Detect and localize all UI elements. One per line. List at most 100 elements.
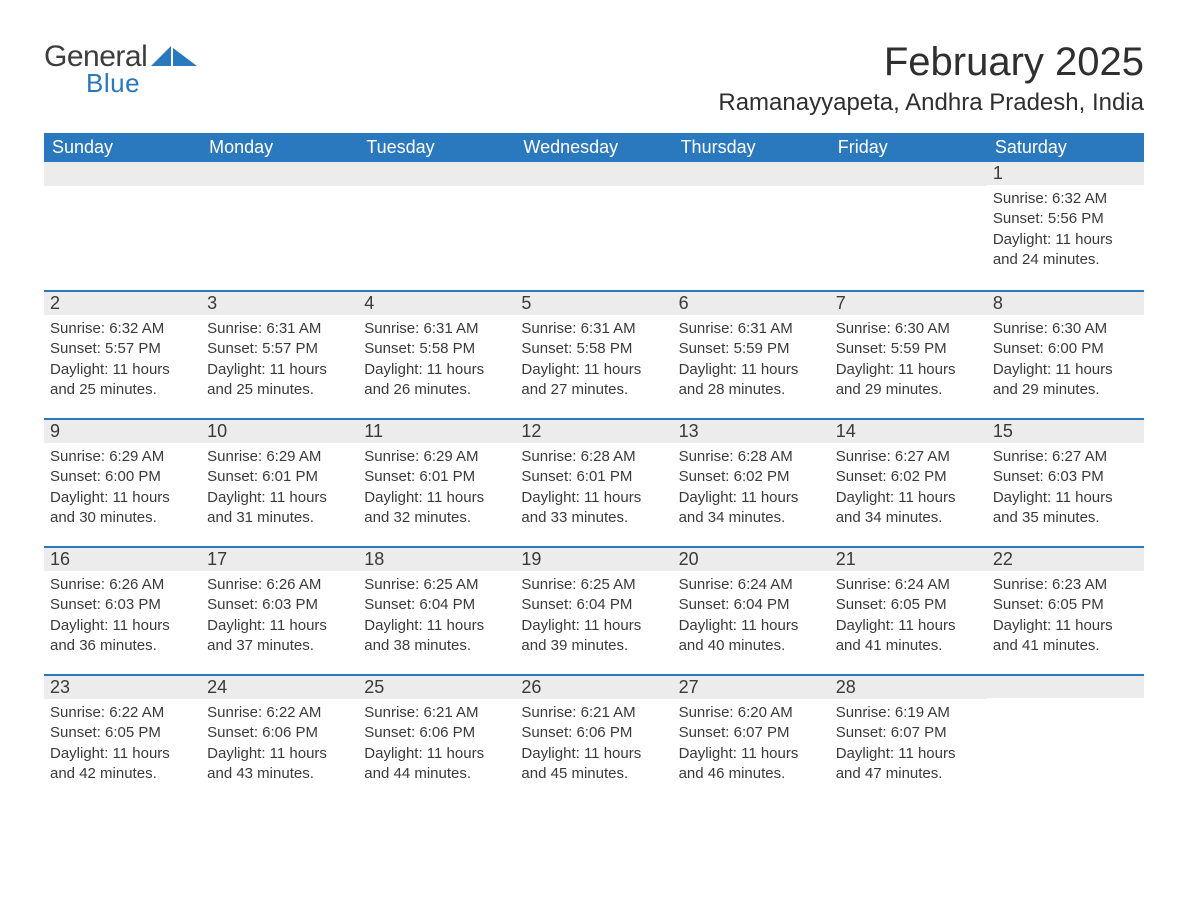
day-daylight2: and 46 minutes. <box>679 764 824 784</box>
day-body: Sunrise: 6:23 AMSunset: 6:05 PMDaylight:… <box>987 571 1144 664</box>
day-daylight1: Daylight: 11 hours <box>993 616 1138 636</box>
calendar-cell: 3Sunrise: 6:31 AMSunset: 5:57 PMDaylight… <box>201 290 358 418</box>
calendar-cell: 13Sunrise: 6:28 AMSunset: 6:02 PMDayligh… <box>673 418 830 546</box>
day-daylight2: and 34 minutes. <box>679 508 824 528</box>
day-daylight1: Daylight: 11 hours <box>836 616 981 636</box>
day-number: 16 <box>44 546 201 571</box>
day-number: 23 <box>44 674 201 699</box>
day-daylight2: and 41 minutes. <box>836 636 981 656</box>
calendar-cell <box>515 162 672 290</box>
calendar-cell: 27Sunrise: 6:20 AMSunset: 6:07 PMDayligh… <box>673 674 830 802</box>
day-sunrise: Sunrise: 6:19 AM <box>836 703 981 723</box>
day-number: 19 <box>515 546 672 571</box>
day-sunset: Sunset: 6:06 PM <box>521 723 666 743</box>
day-sunrise: Sunrise: 6:23 AM <box>993 575 1138 595</box>
day-sunrise: Sunrise: 6:27 AM <box>993 447 1138 467</box>
day-sunset: Sunset: 6:06 PM <box>364 723 509 743</box>
day-sunrise: Sunrise: 6:28 AM <box>521 447 666 467</box>
calendar-cell: 2Sunrise: 6:32 AMSunset: 5:57 PMDaylight… <box>44 290 201 418</box>
day-daylight1: Daylight: 11 hours <box>50 360 195 380</box>
day-body: Sunrise: 6:26 AMSunset: 6:03 PMDaylight:… <box>201 571 358 664</box>
day-body: Sunrise: 6:24 AMSunset: 6:05 PMDaylight:… <box>830 571 987 664</box>
calendar-cell <box>358 162 515 290</box>
day-sunrise: Sunrise: 6:20 AM <box>679 703 824 723</box>
calendar-cell: 19Sunrise: 6:25 AMSunset: 6:04 PMDayligh… <box>515 546 672 674</box>
weekday-wednesday: Wednesday <box>515 133 672 162</box>
day-number: 13 <box>673 418 830 443</box>
day-sunset: Sunset: 6:04 PM <box>364 595 509 615</box>
day-sunset: Sunset: 6:01 PM <box>521 467 666 487</box>
month-title: February 2025 <box>718 40 1144 85</box>
day-sunset: Sunset: 6:03 PM <box>993 467 1138 487</box>
day-sunrise: Sunrise: 6:21 AM <box>364 703 509 723</box>
day-daylight2: and 25 minutes. <box>207 380 352 400</box>
day-body: Sunrise: 6:28 AMSunset: 6:02 PMDaylight:… <box>673 443 830 536</box>
day-daylight1: Daylight: 11 hours <box>50 616 195 636</box>
empty-day-strip <box>830 162 987 186</box>
day-body: Sunrise: 6:30 AMSunset: 5:59 PMDaylight:… <box>830 315 987 408</box>
day-body: Sunrise: 6:29 AMSunset: 6:01 PMDaylight:… <box>201 443 358 536</box>
day-daylight1: Daylight: 11 hours <box>364 744 509 764</box>
day-daylight2: and 41 minutes. <box>993 636 1138 656</box>
day-sunrise: Sunrise: 6:31 AM <box>679 319 824 339</box>
day-sunrise: Sunrise: 6:29 AM <box>364 447 509 467</box>
day-body: Sunrise: 6:32 AMSunset: 5:56 PMDaylight:… <box>987 185 1144 278</box>
calendar-cell: 9Sunrise: 6:29 AMSunset: 6:00 PMDaylight… <box>44 418 201 546</box>
calendar-week-row: 23Sunrise: 6:22 AMSunset: 6:05 PMDayligh… <box>44 674 1144 802</box>
day-daylight2: and 44 minutes. <box>364 764 509 784</box>
calendar-cell: 17Sunrise: 6:26 AMSunset: 6:03 PMDayligh… <box>201 546 358 674</box>
logo-blue: Blue <box>86 68 147 99</box>
calendar-cell: 12Sunrise: 6:28 AMSunset: 6:01 PMDayligh… <box>515 418 672 546</box>
day-number: 17 <box>201 546 358 571</box>
header: General Blue February 2025 Ramanayyapeta… <box>44 40 1144 127</box>
day-daylight2: and 32 minutes. <box>364 508 509 528</box>
location-title: Ramanayyapeta, Andhra Pradesh, India <box>718 89 1144 117</box>
weekday-sunday: Sunday <box>44 133 201 162</box>
day-daylight1: Daylight: 11 hours <box>364 360 509 380</box>
day-sunset: Sunset: 6:05 PM <box>993 595 1138 615</box>
day-body: Sunrise: 6:31 AMSunset: 5:59 PMDaylight:… <box>673 315 830 408</box>
day-number: 11 <box>358 418 515 443</box>
weekday-tuesday: Tuesday <box>358 133 515 162</box>
day-number: 7 <box>830 290 987 315</box>
calendar-cell: 20Sunrise: 6:24 AMSunset: 6:04 PMDayligh… <box>673 546 830 674</box>
day-daylight1: Daylight: 11 hours <box>521 616 666 636</box>
day-number: 6 <box>673 290 830 315</box>
day-daylight2: and 45 minutes. <box>521 764 666 784</box>
day-body: Sunrise: 6:29 AMSunset: 6:01 PMDaylight:… <box>358 443 515 536</box>
day-sunset: Sunset: 6:07 PM <box>679 723 824 743</box>
day-number: 25 <box>358 674 515 699</box>
day-body: Sunrise: 6:32 AMSunset: 5:57 PMDaylight:… <box>44 315 201 408</box>
day-sunset: Sunset: 6:02 PM <box>679 467 824 487</box>
day-daylight2: and 29 minutes. <box>993 380 1138 400</box>
day-number: 1 <box>987 162 1144 185</box>
calendar-cell: 23Sunrise: 6:22 AMSunset: 6:05 PMDayligh… <box>44 674 201 802</box>
calendar-cell: 5Sunrise: 6:31 AMSunset: 5:58 PMDaylight… <box>515 290 672 418</box>
day-daylight2: and 35 minutes. <box>993 508 1138 528</box>
calendar-cell <box>201 162 358 290</box>
calendar-week-row: 2Sunrise: 6:32 AMSunset: 5:57 PMDaylight… <box>44 290 1144 418</box>
day-sunrise: Sunrise: 6:29 AM <box>207 447 352 467</box>
calendar-week-row: 1Sunrise: 6:32 AMSunset: 5:56 PMDaylight… <box>44 162 1144 290</box>
day-daylight1: Daylight: 11 hours <box>993 488 1138 508</box>
day-number: 3 <box>201 290 358 315</box>
day-sunrise: Sunrise: 6:27 AM <box>836 447 981 467</box>
day-body: Sunrise: 6:27 AMSunset: 6:03 PMDaylight:… <box>987 443 1144 536</box>
empty-day-strip <box>201 162 358 186</box>
day-number: 22 <box>987 546 1144 571</box>
day-sunrise: Sunrise: 6:30 AM <box>993 319 1138 339</box>
empty-day-strip <box>987 674 1144 698</box>
day-daylight1: Daylight: 11 hours <box>207 616 352 636</box>
day-daylight2: and 38 minutes. <box>364 636 509 656</box>
logo: General Blue <box>44 40 197 99</box>
logo-mark-icon <box>151 46 197 72</box>
day-sunrise: Sunrise: 6:28 AM <box>679 447 824 467</box>
day-daylight2: and 39 minutes. <box>521 636 666 656</box>
calendar-cell: 24Sunrise: 6:22 AMSunset: 6:06 PMDayligh… <box>201 674 358 802</box>
calendar-cell: 28Sunrise: 6:19 AMSunset: 6:07 PMDayligh… <box>830 674 987 802</box>
day-sunset: Sunset: 5:58 PM <box>364 339 509 359</box>
day-sunset: Sunset: 6:00 PM <box>50 467 195 487</box>
day-number: 24 <box>201 674 358 699</box>
day-sunrise: Sunrise: 6:26 AM <box>207 575 352 595</box>
calendar-cell: 11Sunrise: 6:29 AMSunset: 6:01 PMDayligh… <box>358 418 515 546</box>
